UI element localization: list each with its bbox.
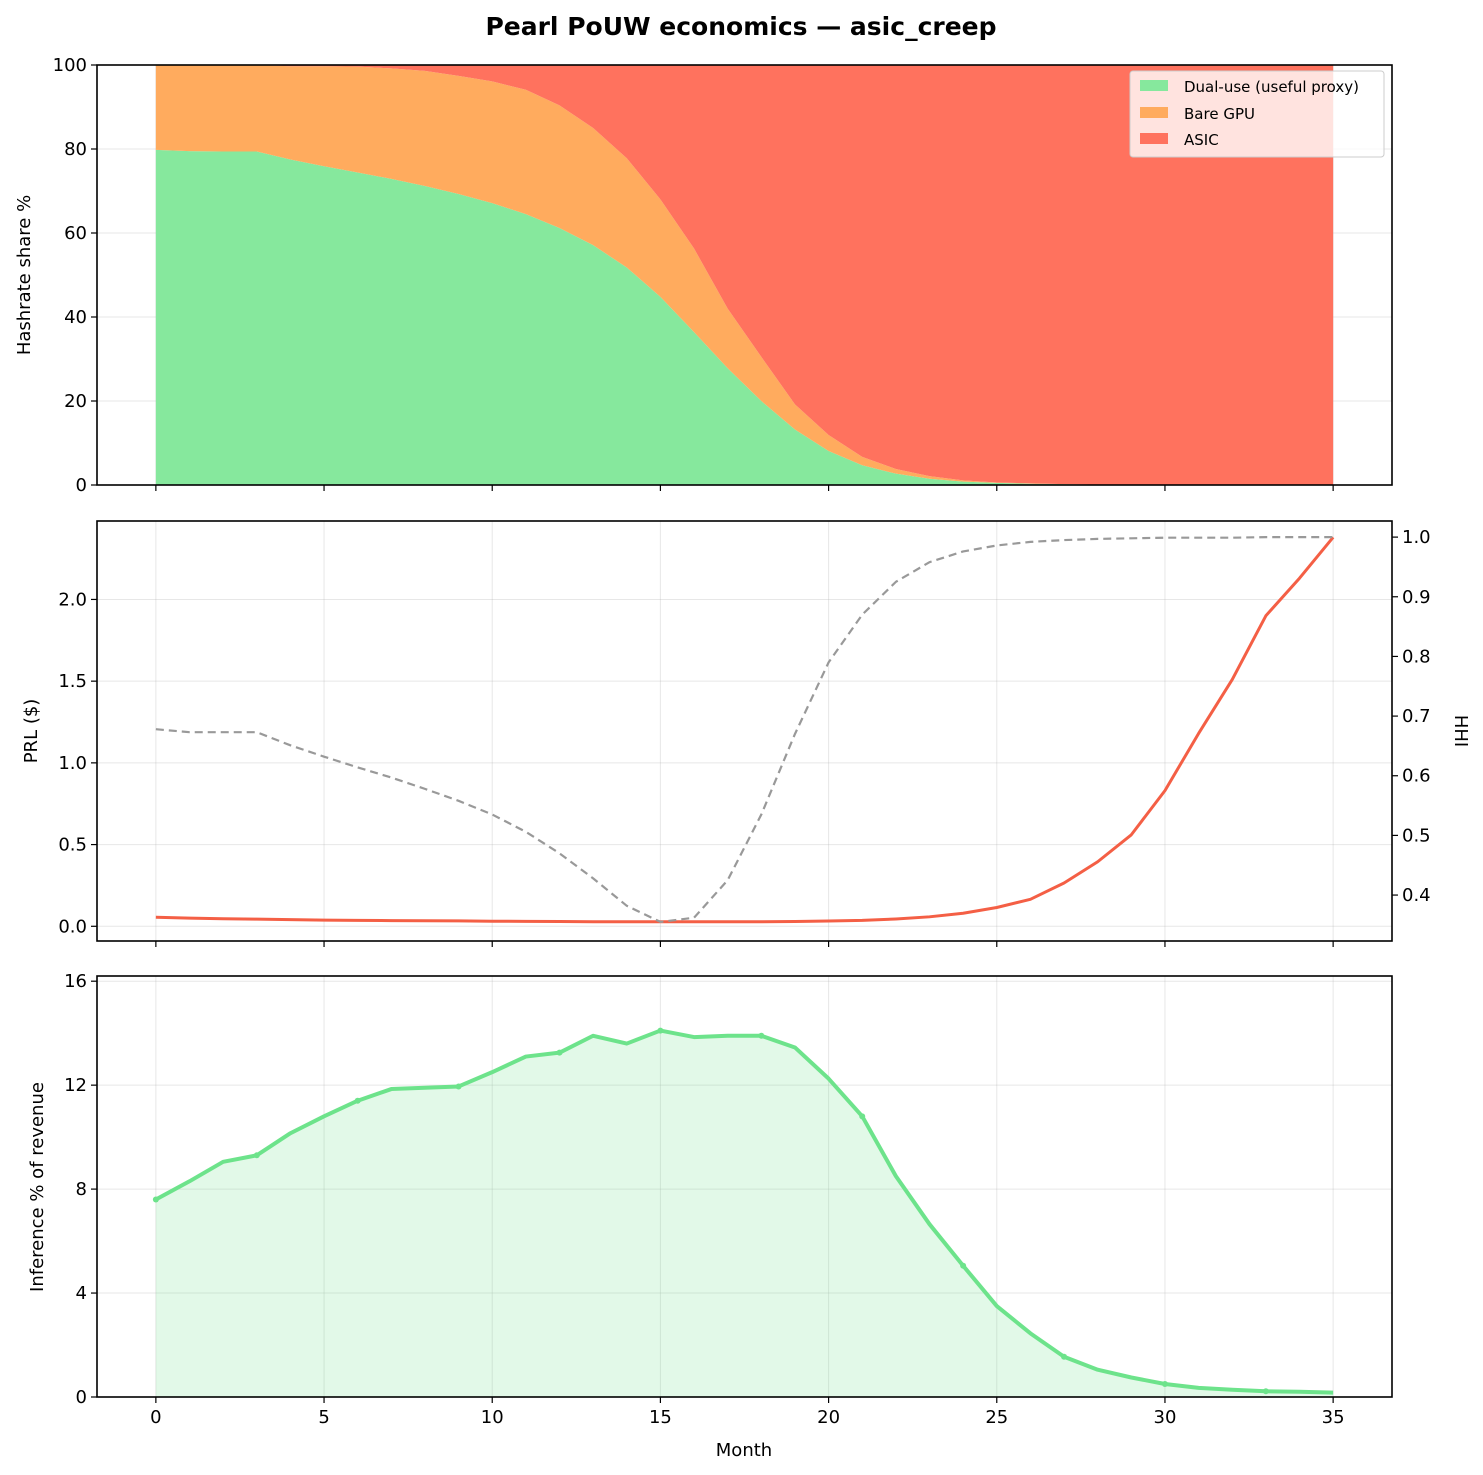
x-tick-label: 5 (318, 1407, 329, 1428)
inference-area-fill (155, 1030, 1334, 1397)
y-axis-label: Hashrate share % (14, 195, 35, 355)
panel-inference-revenue: 0 5 10 15 20 25 30 35 0 4 8 12 16 Inference % of rev… (27, 971, 1393, 1461)
inference-point (455, 1083, 462, 1090)
inference-point (1061, 1353, 1068, 1360)
x-tick-label: 35 (1322, 1407, 1345, 1428)
axes-frame (96, 64, 1393, 486)
x-axis-label: Month (716, 1440, 772, 1461)
axes-frame (96, 520, 1393, 942)
grid-lines (97, 521, 1392, 941)
y2-tick-label: 0.8 (1402, 646, 1431, 667)
legend-swatch-dual-use (1140, 80, 1168, 91)
y-tick-label: 12 (64, 1075, 87, 1096)
x-tick-label: 20 (817, 1407, 840, 1428)
legend: Dual-use (useful proxy) Bare GPU ASIC (1129, 70, 1385, 158)
axis-ticks: 0.0 0.5 1.0 1.5 2.0 0.4 0.5 0.6 0.7 0.8 0.9 1.0 (58, 527, 1431, 947)
inference-point (253, 1152, 260, 1159)
y-tick-label: 40 (64, 307, 87, 328)
legend-swatch-bare-gpu (1140, 107, 1168, 118)
y-tick-label: 4 (76, 1283, 87, 1304)
panel-prl-hhi: 0.0 0.5 1.0 1.5 2.0 0.4 0.5 0.6 0.7 0.8 0.9 1.0 PRL… (21, 520, 1471, 947)
legend-label-dual-use: Dual-use (useful proxy) (1184, 78, 1359, 96)
inference-point (152, 1196, 159, 1203)
y2-tick-label: 1.0 (1402, 527, 1431, 548)
y2-tick-label: 0.7 (1402, 706, 1431, 727)
area-bare-gpu (155, 65, 1334, 485)
y-tick-label: 60 (64, 223, 87, 244)
y-tick-label: 16 (64, 971, 87, 992)
inference-point (758, 1032, 765, 1039)
x-tick-label: 25 (985, 1407, 1008, 1428)
y2-tick-label: 0.9 (1402, 587, 1431, 608)
y-axis-label: Inference % of revenue (27, 1082, 48, 1292)
y-tick-label: 0 (76, 1387, 87, 1408)
prl-line (155, 536, 1335, 924)
legend-swatch-asic (1140, 133, 1168, 144)
inference-point (354, 1097, 361, 1104)
y-tick-label: 0.0 (58, 916, 87, 937)
y-tick-label: 20 (64, 391, 87, 412)
area-asic (155, 65, 1334, 485)
y-tick-label: 0.5 (58, 835, 87, 856)
legend-label-asic: ASIC (1184, 131, 1219, 149)
series-lines (155, 536, 1335, 924)
legend-box (1129, 70, 1385, 158)
chart-title: Pearl PoUW economics — asic_creep (485, 12, 996, 41)
x-tick-label: 15 (649, 1407, 672, 1428)
y-tick-label: 1.5 (58, 671, 87, 692)
panel-hashrate-share: 0 20 40 60 80 100 Hashrate share % Dual-use (… (14, 55, 1393, 496)
y-tick-label: 8 (76, 1179, 87, 1200)
y-tick-label: 0 (76, 475, 87, 496)
inference-point (556, 1049, 563, 1056)
axis-ticks: 0 5 10 15 20 25 30 35 0 4 8 12 16 (64, 971, 1344, 1428)
inference-point (1161, 1381, 1168, 1388)
y-axis-label: PRL ($) (21, 699, 42, 764)
legend-label-bare-gpu: Bare GPU (1184, 105, 1255, 123)
x-tick-label: 10 (481, 1407, 504, 1428)
y2-tick-label: 0.6 (1402, 766, 1431, 787)
y2-tick-label: 0.4 (1402, 885, 1431, 906)
y-tick-label: 100 (53, 55, 87, 76)
area-series (152, 1027, 1334, 1397)
axes-frame (96, 975, 1393, 1398)
y-tick-label: 1.0 (58, 753, 87, 774)
y-tick-label: 2.0 (58, 589, 87, 610)
inference-point (1262, 1388, 1269, 1395)
y2-axis-label: HHI (1450, 715, 1471, 747)
axis-ticks: 0 20 40 60 80 100 (53, 55, 1334, 496)
x-tick-label: 30 (1154, 1407, 1177, 1428)
area-dual-use (155, 149, 1334, 485)
inference-point (960, 1262, 967, 1269)
y2-tick-label: 0.5 (1402, 825, 1431, 846)
inference-point (657, 1027, 664, 1034)
hhi-line (155, 536, 1334, 924)
x-tick-label: 0 (150, 1407, 161, 1428)
inference-line (154, 1028, 1334, 1395)
stacked-areas (155, 65, 1334, 485)
y-tick-label: 80 (64, 139, 87, 160)
inference-point (859, 1113, 866, 1120)
